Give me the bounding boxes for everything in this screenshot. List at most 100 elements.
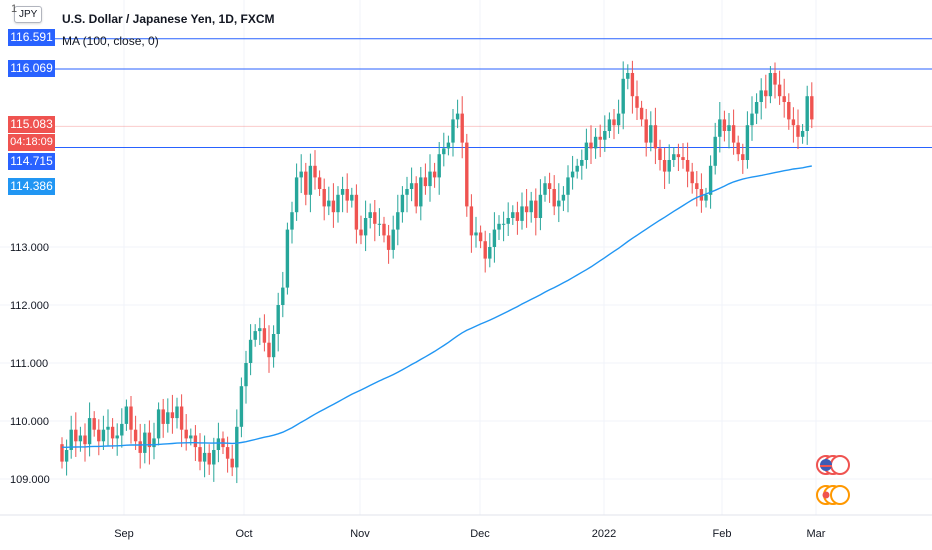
candle-body — [115, 435, 119, 439]
candle-body — [253, 331, 257, 340]
candle-body — [147, 432, 152, 448]
x-tick-label: Mar — [807, 528, 826, 540]
candle-body — [469, 206, 474, 236]
candle-body — [635, 96, 639, 108]
candle-body — [731, 125, 736, 143]
candle-body — [630, 73, 635, 97]
candle-body — [129, 406, 133, 430]
x-tick-label: Sep — [114, 528, 134, 540]
candle-body — [258, 328, 262, 332]
candle-body — [400, 194, 405, 213]
y-tick-label: 111.000 — [10, 358, 48, 370]
candle-body — [446, 142, 451, 149]
candle-body — [386, 235, 391, 250]
pair-tag[interactable]: 1 JPY — [11, 3, 43, 23]
candle-body — [538, 194, 543, 218]
candle-body — [396, 212, 400, 230]
candle-body — [60, 444, 64, 462]
candle-body — [672, 154, 676, 160]
candle-body — [750, 113, 754, 126]
candle-body — [575, 165, 579, 172]
candle-body — [685, 160, 690, 172]
candle-body — [534, 200, 538, 218]
candle-body — [455, 113, 460, 120]
candle-body — [281, 287, 285, 305]
candle-body — [699, 189, 704, 201]
candle-body — [120, 423, 124, 436]
candle-body — [414, 183, 418, 207]
candle-body — [271, 334, 276, 358]
candle-body — [442, 148, 446, 155]
candle-body — [336, 194, 340, 213]
candle-body — [713, 136, 717, 166]
candle-body — [529, 200, 533, 213]
candle-body — [511, 212, 515, 218]
x-tick-label: Feb — [713, 528, 732, 540]
candle-body — [451, 119, 455, 143]
candle-body — [764, 90, 768, 97]
candle-body — [74, 429, 78, 442]
candle-body — [216, 438, 221, 450]
candle-body — [198, 447, 202, 462]
candle-body — [317, 177, 322, 189]
candle-body — [649, 125, 653, 143]
price-label-hline-1: 116.591 — [8, 29, 55, 46]
candle-body — [497, 223, 501, 230]
y-tick-label: 110.000 — [10, 416, 49, 428]
candle-body — [373, 212, 377, 224]
candle-body — [331, 200, 336, 213]
candle-body — [304, 171, 308, 195]
candle-body — [248, 339, 253, 363]
candle-body — [138, 441, 142, 453]
candle-body — [156, 409, 161, 439]
candle-body — [193, 435, 198, 448]
candle-body — [474, 232, 478, 236]
candle-body — [244, 363, 248, 387]
candle-body — [179, 406, 184, 430]
candle-body — [465, 142, 469, 207]
candle-body — [501, 223, 506, 225]
us-flag-icon — [816, 455, 850, 475]
candle-body — [524, 206, 529, 213]
symbol-title[interactable]: U.S. Dollar / Japanese Yen, 1D, FXCM — [62, 12, 275, 26]
candle-body — [768, 73, 773, 97]
candle-body — [547, 183, 552, 189]
candle-body — [460, 113, 464, 143]
candle-body — [800, 131, 805, 137]
pair-tag-shadow: 1 — [11, 3, 18, 15]
x-tick-label: Nov — [350, 528, 370, 540]
candle-body — [708, 165, 713, 195]
candle-body — [515, 212, 520, 221]
candle-body — [580, 160, 584, 166]
candle-body — [681, 157, 685, 160]
price-label-hline-2: 116.069 — [8, 60, 55, 77]
x-tick-label: Dec — [470, 528, 490, 540]
candle-body — [110, 426, 115, 439]
candle-body — [543, 183, 547, 195]
candle-body — [175, 406, 179, 419]
candle-body — [267, 342, 271, 358]
candle-body — [161, 409, 165, 424]
candle-body — [143, 432, 147, 453]
candle-body — [796, 125, 800, 137]
candle-body — [423, 177, 428, 187]
ma-line — [61, 165, 812, 449]
candle-body — [598, 136, 602, 140]
candle-body — [299, 171, 303, 178]
indicator-label[interactable]: MA (100, close, 0) — [62, 34, 159, 48]
candle-body — [212, 450, 216, 465]
candle-body — [409, 183, 414, 189]
candle-body — [391, 229, 395, 250]
candle-body — [557, 200, 561, 207]
candle-body — [345, 189, 349, 201]
last-price-label: 115.083 — [8, 116, 55, 133]
x-tick-label: 2022 — [592, 528, 616, 540]
candle-body — [92, 418, 96, 430]
candle-body — [106, 426, 110, 430]
candle-body — [262, 328, 267, 343]
candle-body — [745, 125, 750, 160]
candle-body — [520, 206, 524, 221]
candle-body — [488, 247, 492, 259]
candle-body — [78, 435, 83, 442]
